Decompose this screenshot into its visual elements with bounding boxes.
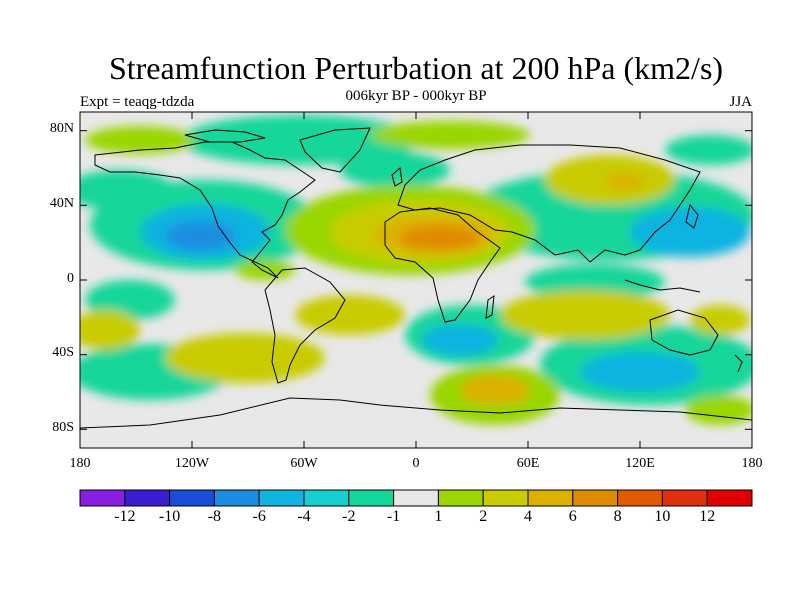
pos-region-n-africa-max bbox=[400, 226, 480, 250]
colorbar-label: 4 bbox=[524, 508, 532, 525]
pos-region-w-pac bbox=[80, 310, 140, 350]
neg-region-na-inner bbox=[165, 221, 235, 251]
pos-region-s-pac-w bbox=[685, 395, 752, 425]
colorbar-label: -8 bbox=[207, 508, 222, 525]
colorbar-label: 2 bbox=[479, 508, 488, 525]
colorbar-label: -1 bbox=[386, 508, 401, 525]
colorbar-label: 8 bbox=[613, 508, 622, 525]
pos-region-s-am bbox=[295, 295, 405, 335]
lon-label-0: 0 bbox=[412, 456, 420, 471]
pos-region-arctic bbox=[85, 126, 195, 154]
eurasia-coast bbox=[397, 144, 701, 263]
africa-coast bbox=[384, 207, 501, 323]
colorbar-box-9 bbox=[437, 489, 484, 507]
madagascar-coast bbox=[485, 294, 495, 319]
colorbar-box-2 bbox=[124, 489, 171, 507]
lat-label-0: 0 bbox=[67, 271, 74, 286]
new-zealand-coast bbox=[734, 354, 743, 373]
lon-label-60e: 60E bbox=[516, 456, 540, 471]
colorbar-box-11 bbox=[527, 489, 574, 507]
pos-region-w-asia-core bbox=[605, 174, 645, 190]
lon-label-60w: 60W bbox=[290, 456, 318, 471]
colorbar-box-14 bbox=[661, 489, 708, 507]
chart-title: Streamfunction Perturbation at 200 hPa (… bbox=[108, 50, 724, 86]
chart-subtitle: 006kyr BP - 000kyr BP bbox=[345, 88, 487, 104]
neg-region-n-pac bbox=[630, 207, 750, 257]
neg-region-s-ind-core bbox=[580, 352, 700, 392]
colorbar-label: -2 bbox=[342, 508, 356, 525]
colorbar-label: 10 bbox=[654, 508, 671, 525]
pos-region-s-ocean-core bbox=[460, 375, 530, 405]
colorbar bbox=[79, 489, 753, 507]
colorbar-label: -6 bbox=[252, 508, 266, 525]
colorbar-box-6 bbox=[303, 489, 350, 507]
lon-label-120w: 120W bbox=[174, 456, 210, 471]
pos-region-s-ind-n bbox=[500, 290, 670, 340]
britain-coast bbox=[391, 167, 403, 187]
shading-layer bbox=[80, 115, 752, 425]
colorbar-box-4 bbox=[213, 489, 260, 507]
neg-region-s-atl-core bbox=[422, 324, 498, 356]
antarctica-coast bbox=[80, 397, 752, 429]
colorbar-label: 1 bbox=[434, 508, 443, 525]
arctic-islands bbox=[184, 129, 266, 143]
colorbar-box-12 bbox=[572, 489, 619, 507]
colorbar-box-1 bbox=[79, 489, 126, 507]
colorbar-box-7 bbox=[348, 489, 395, 507]
lat-label-80n: 80N bbox=[49, 121, 74, 136]
south-america-coast bbox=[264, 267, 346, 384]
season-label: JJA bbox=[729, 94, 752, 110]
greenland-coast bbox=[299, 127, 371, 173]
neg-region-arctic-w bbox=[80, 170, 175, 210]
lon-label-180e: 180 bbox=[741, 456, 763, 471]
pos-region-e-ind bbox=[690, 305, 750, 335]
colorbar-box-5 bbox=[258, 489, 305, 507]
pos-region-e-pac bbox=[235, 260, 295, 280]
neg-region-trop-pac bbox=[85, 280, 175, 320]
australia-coast bbox=[649, 309, 719, 356]
pos-region-ne bbox=[370, 121, 530, 149]
colorbar-label: 6 bbox=[568, 508, 577, 525]
experiment-label: Expt = teaqg-tdzda bbox=[80, 94, 195, 110]
lat-label-40s: 40S bbox=[52, 345, 74, 360]
colorbar-label: -10 bbox=[158, 508, 181, 525]
lon-label-180w: 180 bbox=[69, 456, 91, 471]
colorbar-box-15 bbox=[706, 489, 753, 507]
colorbar-box-10 bbox=[482, 489, 529, 507]
lon-ticks bbox=[191, 112, 641, 448]
colorbar-label: -4 bbox=[297, 508, 311, 525]
lat-label-40n: 40N bbox=[49, 196, 74, 211]
colorbar-label: -12 bbox=[114, 508, 136, 525]
lat-label-80s: 80S bbox=[52, 420, 74, 435]
indonesia-coast bbox=[624, 279, 701, 293]
colorbar-label: 12 bbox=[699, 508, 716, 525]
neg-region-ne-atl bbox=[340, 152, 450, 188]
neg-region-arctic-e bbox=[665, 135, 752, 165]
neg-region-trop-ind bbox=[525, 264, 665, 300]
pos-region-s-pac-mid bbox=[165, 333, 325, 383]
colorbar-box-13 bbox=[617, 489, 663, 507]
coastlines bbox=[80, 127, 752, 429]
colorbar-box-8 bbox=[393, 489, 439, 507]
lat-ticks bbox=[80, 130, 752, 430]
lon-label-120e: 120E bbox=[625, 456, 655, 471]
colorbar-box-3 bbox=[169, 489, 215, 507]
north-america-coast bbox=[94, 141, 316, 279]
japan-coast bbox=[685, 203, 699, 229]
